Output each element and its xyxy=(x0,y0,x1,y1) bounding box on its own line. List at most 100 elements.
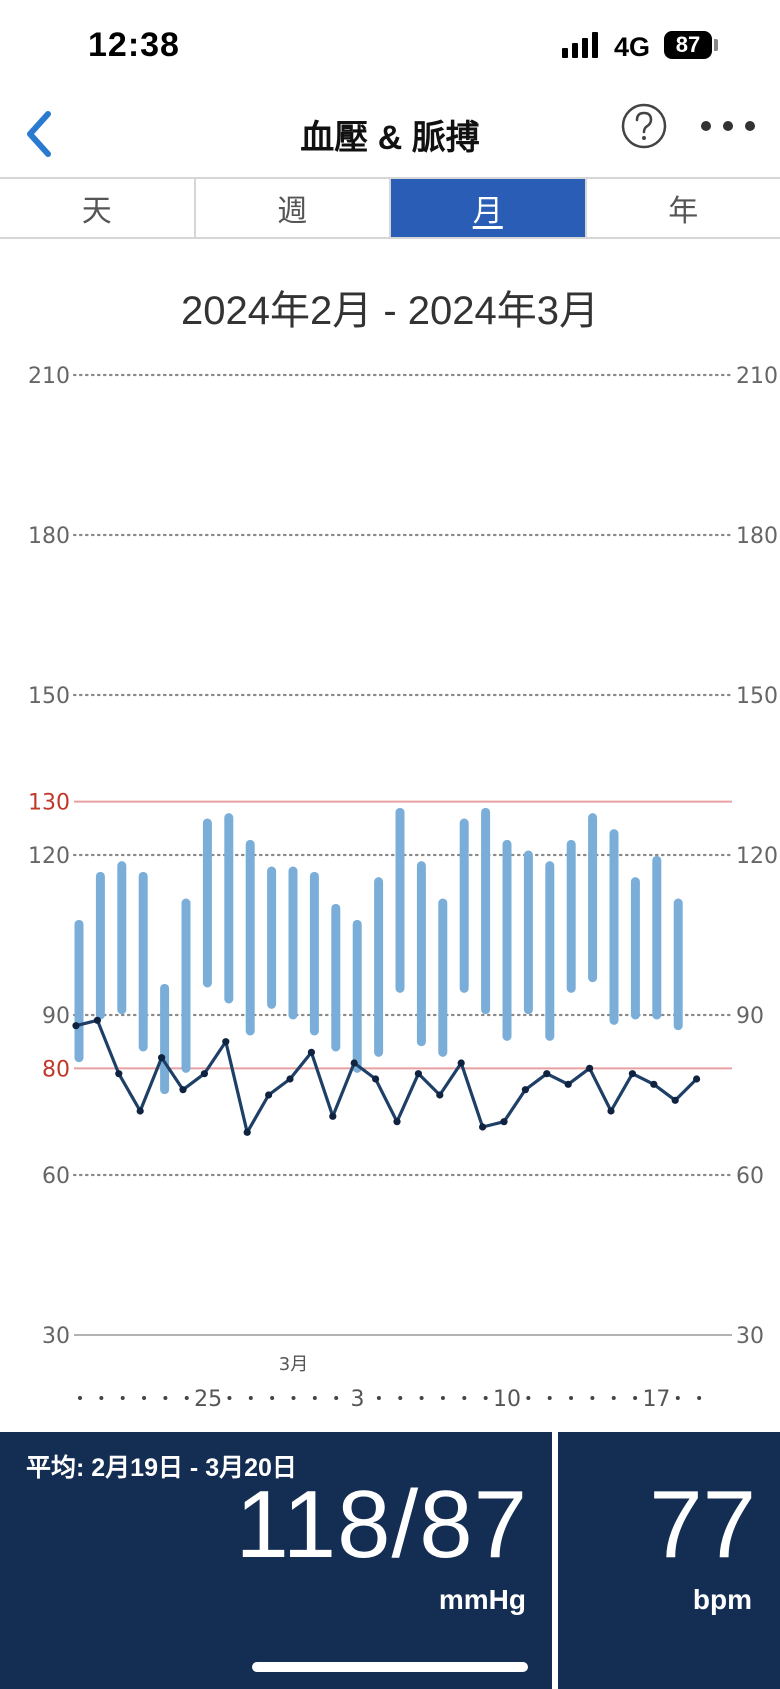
x-day-dot xyxy=(334,1396,339,1400)
pulse-point xyxy=(521,1086,530,1094)
y-tick-label-right: 180 xyxy=(736,524,778,549)
pulse-point xyxy=(500,1118,508,1126)
y-tick-label-left: 90 xyxy=(42,1004,70,1029)
x-day-dot xyxy=(611,1396,616,1400)
x-day-dot xyxy=(398,1396,403,1400)
summary-divider xyxy=(552,1432,558,1689)
pulse-point xyxy=(329,1112,337,1120)
x-tick-label: 10 xyxy=(493,1387,521,1412)
pulse-point xyxy=(179,1086,187,1094)
y-tick-label-left: 180 xyxy=(28,524,70,549)
x-tick-label: 17 xyxy=(642,1387,670,1412)
x-day-dot xyxy=(227,1396,232,1400)
question-circle-icon[interactable] xyxy=(620,102,668,150)
pulse-point xyxy=(457,1059,465,1067)
x-day-dot xyxy=(419,1396,424,1400)
x-day-dot xyxy=(376,1396,381,1400)
x-day-dot xyxy=(633,1396,638,1400)
x-day-dot xyxy=(440,1396,445,1400)
y-tick-label-right: 120 xyxy=(736,844,778,869)
network-type: 4G xyxy=(614,32,651,62)
more-horizontal-icon[interactable] xyxy=(698,118,758,134)
battery-icon: 87 xyxy=(664,31,712,59)
pulse-point xyxy=(607,1107,615,1115)
pulse-point xyxy=(136,1107,144,1115)
page-title: 血壓 & 脈搏 xyxy=(300,119,480,157)
x-day-dot xyxy=(569,1396,574,1400)
pulse-summary: 77 bpm xyxy=(558,1432,780,1689)
x-day-dot xyxy=(142,1396,147,1400)
x-day-dot xyxy=(248,1396,253,1400)
y-tick-label-left: 120 xyxy=(28,844,70,869)
bp-summary: 平均: 2月19日 - 3月20日 118/87 mmHg xyxy=(0,1432,552,1689)
pulse-point xyxy=(543,1070,551,1078)
pulse-line xyxy=(75,1018,698,1134)
y-tick-label-right: 150 xyxy=(736,684,778,709)
pulse-point xyxy=(693,1075,701,1083)
tab-month[interactable]: 月 xyxy=(391,179,587,237)
y-tick-label-left: 150 xyxy=(28,684,70,709)
period-label: 2024年2月 - 2024年3月 xyxy=(180,289,599,333)
pulse-point xyxy=(628,1070,637,1078)
x-day-dot xyxy=(120,1396,125,1400)
chevron-left-icon[interactable] xyxy=(18,100,78,160)
pulse-point xyxy=(286,1075,294,1083)
x-day-dot xyxy=(675,1396,680,1400)
signal-icon xyxy=(562,32,598,58)
x-tick-label: 3 xyxy=(351,1387,365,1412)
pulse-point xyxy=(158,1054,166,1062)
y-tick-label-right: 90 xyxy=(736,1004,764,1029)
x-day-dot xyxy=(163,1396,168,1400)
home-indicator[interactable] xyxy=(252,1662,528,1672)
bp-average-value: 118/87 xyxy=(235,1471,528,1578)
pulse-point xyxy=(72,1022,80,1030)
bp-chart: 30 30 60 60 90 90 120 120 150 150 180 180 210 210 130 8… xyxy=(28,364,778,1412)
battery-tip xyxy=(714,39,718,51)
x-day-dot xyxy=(270,1396,275,1400)
y-tick-label-right: 210 xyxy=(736,364,778,389)
pulse-unit: bpm xyxy=(692,1584,752,1615)
average-period-label: 平均: 2月19日 - 3月20日 xyxy=(26,1454,297,1482)
y-tick-label-left: 30 xyxy=(42,1324,70,1349)
nav-bar: 血壓 & 脈搏 xyxy=(0,90,780,178)
pulse-point xyxy=(393,1118,401,1126)
x-day-dot xyxy=(462,1396,467,1400)
x-day-dot xyxy=(291,1396,296,1400)
reference-label: 130 xyxy=(28,791,70,816)
pulse-average-value: 77 xyxy=(649,1471,756,1578)
x-day-dot xyxy=(590,1396,595,1400)
pulse-point xyxy=(222,1038,230,1046)
x-day-dot xyxy=(99,1396,104,1400)
tab-day[interactable]: 天 xyxy=(0,179,196,237)
pulse-point xyxy=(671,1096,679,1104)
x-day-dot xyxy=(184,1396,189,1400)
pulse-point xyxy=(414,1070,422,1078)
y-tick-label-right: 30 xyxy=(736,1324,764,1349)
x-day-dot xyxy=(526,1396,531,1400)
period-tabs: 天 週 月 年 xyxy=(0,177,780,239)
pulse-point xyxy=(200,1070,208,1078)
x-month-label: 3月 xyxy=(279,1354,308,1375)
status-time: 12:38 xyxy=(88,26,180,64)
y-tick-label-right: 60 xyxy=(736,1164,764,1189)
bp-unit: mmHg xyxy=(438,1584,526,1615)
x-day-dot xyxy=(483,1396,488,1400)
x-day-dot xyxy=(78,1396,82,1400)
y-tick-label-left: 210 xyxy=(28,364,70,389)
y-tick-label-left: 60 xyxy=(42,1164,70,1189)
pulse-point xyxy=(436,1091,444,1099)
pulse-point xyxy=(265,1091,273,1099)
x-day-dot xyxy=(312,1396,317,1400)
pulse-point xyxy=(93,1016,101,1024)
pulse-point xyxy=(350,1059,358,1067)
pulse-point xyxy=(650,1080,658,1088)
pulse-point xyxy=(115,1070,123,1078)
pulse-point xyxy=(586,1064,594,1072)
x-day-dot xyxy=(697,1396,702,1400)
x-day-dot xyxy=(547,1396,552,1400)
reference-label: 80 xyxy=(42,1057,70,1082)
tab-year[interactable]: 年 xyxy=(668,195,699,228)
tab-week[interactable]: 週 xyxy=(196,179,391,237)
pulse-point xyxy=(564,1080,572,1088)
pulse-point xyxy=(479,1123,487,1131)
